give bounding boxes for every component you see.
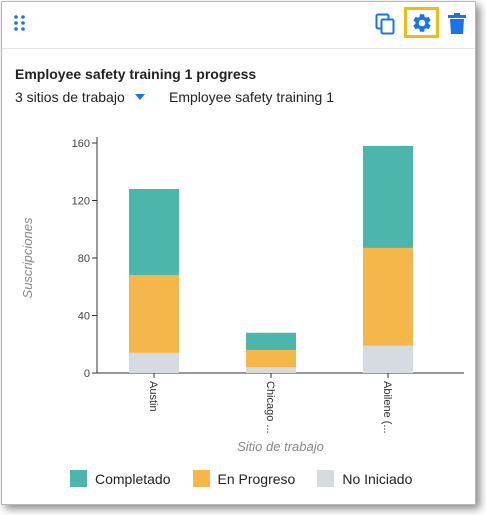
caret-down-icon — [134, 94, 145, 100]
widget-card: Employee safety training 1 progress 3 si… — [1, 1, 476, 505]
widget-toolbar — [2, 2, 475, 49]
legend-label-completed: Completado — [95, 470, 171, 487]
course-name: Employee safety training 1 — [169, 89, 334, 105]
settings-button[interactable] — [404, 7, 439, 38]
legend-item-in-progress[interactable]: En Progreso — [192, 470, 296, 487]
legend-item-not-started[interactable]: No Iniciado — [317, 470, 412, 487]
legend-swatch-not-started — [317, 470, 335, 487]
bar-segment — [363, 345, 413, 373]
bar-segment — [129, 352, 179, 373]
chart-legend: Completado En Progreso No Iniciado — [70, 470, 412, 487]
bar-segment — [246, 350, 296, 368]
copy-icon[interactable] — [374, 12, 396, 36]
bar-segment — [129, 275, 179, 353]
legend-label-not-started: No Iniciado — [342, 470, 413, 487]
x-axis-title: Sitio de trabajo — [237, 439, 324, 454]
legend-label-in-progress: En Progreso — [217, 470, 296, 487]
gear-icon — [412, 13, 431, 32]
drag-handle-icon[interactable] — [12, 12, 28, 34]
bar-segment — [363, 145, 413, 248]
y-tick-label: 160 — [72, 138, 90, 150]
y-axis-title: Suscripciones — [20, 217, 35, 298]
site-selector-label: 3 sitios de trabajo — [15, 89, 125, 105]
widget-title: Employee safety training 1 progress — [15, 66, 257, 82]
legend-item-completed[interactable]: Completado — [70, 470, 171, 487]
bar-segment — [363, 247, 413, 346]
site-selector[interactable]: 3 sitios de trabajo — [15, 89, 145, 105]
bar-segment — [246, 367, 296, 373]
legend-swatch-in-progress — [192, 470, 210, 487]
legend-swatch-completed — [70, 470, 87, 487]
y-tick-label: 0 — [84, 368, 90, 380]
x-tick-label: Austin — [147, 381, 159, 412]
y-tick-label: 120 — [72, 196, 90, 208]
y-tick-label: 80 — [78, 253, 90, 265]
x-tick-label: Chicago ... — [264, 381, 276, 434]
trash-icon[interactable] — [446, 12, 468, 36]
x-tick-label: Abilene (... — [381, 381, 393, 434]
bar-segment — [246, 332, 296, 350]
y-tick-label: 40 — [78, 311, 90, 323]
bar-segment — [129, 189, 179, 276]
stacked-bar-chart: 0 40 80 120 160 Suscripciones Austin Chicago ..… — [20, 137, 464, 454]
